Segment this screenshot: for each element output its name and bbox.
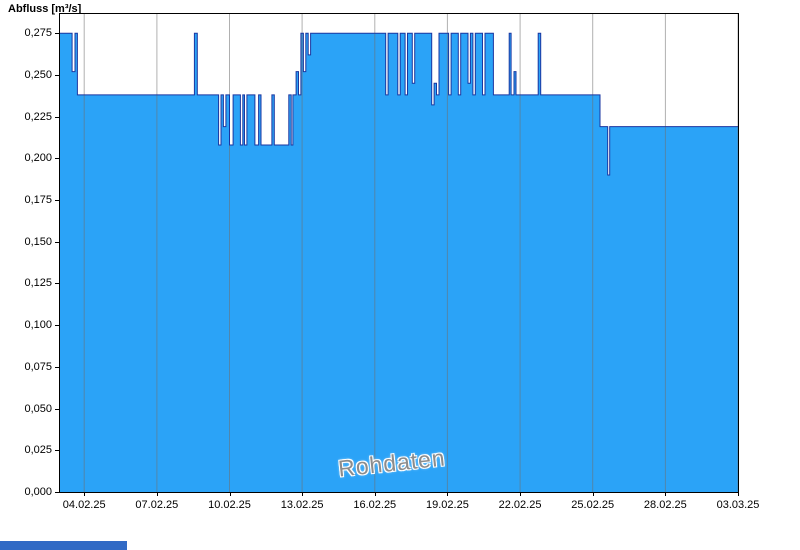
series-outline xyxy=(60,32,738,176)
x-tick-label: 16.02.25 xyxy=(353,499,397,511)
x-tick-label: 25.02.25 xyxy=(571,499,615,511)
y-tick-label: 0,150 xyxy=(24,235,52,248)
y-tick-mark xyxy=(55,200,59,202)
y-tick-mark xyxy=(55,116,59,118)
x-tick-mark xyxy=(447,492,449,496)
plot-svg xyxy=(60,14,738,492)
y-tick-label: 0,000 xyxy=(24,486,52,498)
y-tick-mark xyxy=(55,366,59,368)
y-tick-label: 0,200 xyxy=(24,152,52,165)
y-tick-label: 0,100 xyxy=(24,319,52,332)
x-tick-mark xyxy=(156,492,158,496)
x-tick-mark xyxy=(665,492,667,496)
x-tick-mark xyxy=(229,492,231,496)
y-tick-label: 0,050 xyxy=(24,402,52,415)
y-tick-mark xyxy=(55,158,59,160)
y-tick-mark xyxy=(55,74,59,76)
x-tick-label: 13.02.25 xyxy=(280,499,324,511)
x-tick-label: 07.02.25 xyxy=(135,499,179,511)
y-tick-mark xyxy=(55,450,59,452)
series-area xyxy=(60,33,738,492)
plot-area: Rohdaten xyxy=(59,13,739,493)
y-tick-mark xyxy=(55,33,59,35)
y-tick-mark xyxy=(55,241,59,243)
y-axis-title: Abfluss [m³/s] xyxy=(8,3,82,15)
y-tick-mark xyxy=(55,408,59,410)
x-tick-mark xyxy=(84,492,86,496)
y-tick-label: 0,125 xyxy=(24,277,52,290)
x-tick-label: 22.02.25 xyxy=(498,499,542,511)
x-tick-mark xyxy=(302,492,304,496)
x-tick-label: 04.02.25 xyxy=(62,499,106,511)
x-tick-mark xyxy=(592,492,594,496)
x-tick-label: 10.02.25 xyxy=(208,499,251,511)
y-tick-label: 0,025 xyxy=(24,444,52,457)
x-tick-mark xyxy=(738,492,739,496)
y-tick-mark xyxy=(55,283,59,285)
x-tick-label: 03.03.25 xyxy=(716,499,760,511)
x-tick-label: 19.02.25 xyxy=(426,499,469,511)
x-tick-mark xyxy=(520,492,522,496)
y-tick-mark xyxy=(55,492,59,493)
y-tick-mark xyxy=(55,325,59,327)
y-tick-label: 0,225 xyxy=(24,110,52,123)
x-tick-label: 28.02.25 xyxy=(643,499,687,511)
footer-bar xyxy=(0,541,127,550)
x-tick-mark xyxy=(374,492,376,496)
y-tick-label: 0,275 xyxy=(24,27,52,40)
y-tick-label: 0,250 xyxy=(24,68,52,81)
y-tick-label: 0,075 xyxy=(24,360,52,373)
y-tick-label: 0,175 xyxy=(24,194,52,207)
